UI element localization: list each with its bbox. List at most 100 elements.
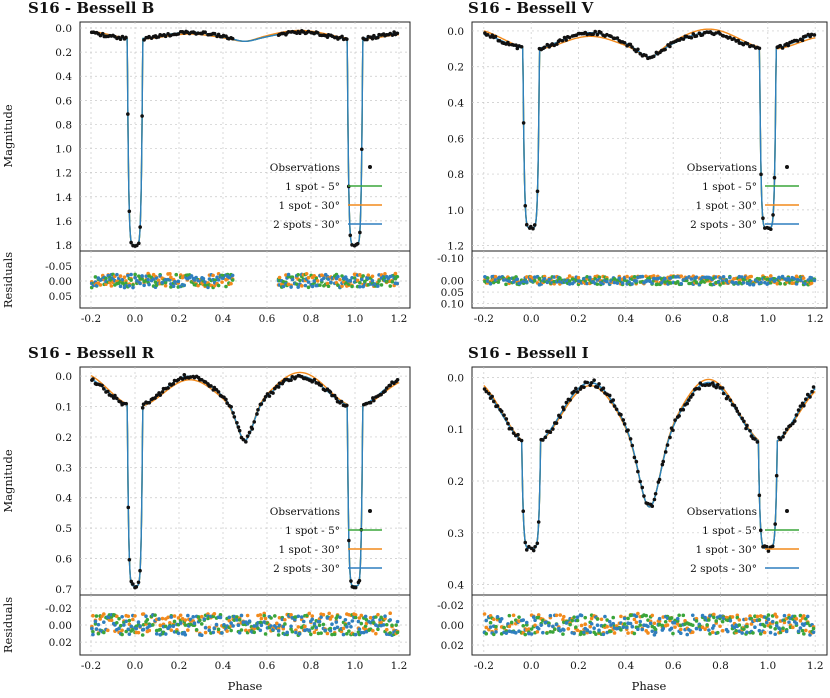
panel-title: S16 - Bessell B [28, 0, 154, 17]
residual-point [269, 616, 273, 620]
residual-point [555, 614, 559, 618]
x-tick-label: 1.0 [347, 660, 364, 672]
y-tick-label: 1.2 [55, 168, 72, 180]
observation-point [767, 549, 771, 553]
residual-point [756, 615, 760, 619]
residual-point [123, 275, 127, 279]
y-axis-label: Magnitude [1, 449, 15, 512]
residual-point [722, 275, 726, 279]
observation-point [354, 586, 358, 590]
residual-point [157, 617, 161, 621]
legend-label: 1 spot - 30° [695, 544, 757, 556]
observation-point [533, 223, 537, 227]
residual-point [539, 623, 543, 627]
residual-point [146, 278, 150, 282]
residual-point [670, 616, 674, 620]
legend-label: 1 spot - 5° [285, 525, 340, 537]
observation-point [348, 233, 352, 237]
x-tick-label: 1.2 [391, 313, 408, 325]
residual-point [745, 625, 749, 629]
observation-point [128, 558, 132, 562]
observation-point [729, 398, 733, 402]
residual-point [625, 275, 629, 279]
observation-point [661, 460, 665, 464]
observation-point [621, 418, 625, 422]
observation-point [572, 390, 576, 394]
y-tick-label: 1.8 [55, 240, 72, 252]
residual-point [129, 273, 133, 277]
observation-point [140, 114, 144, 118]
residual-point [146, 618, 150, 622]
residual-point [374, 632, 378, 636]
observation-point [349, 579, 353, 583]
residual-point [298, 279, 302, 283]
residual-point [329, 629, 333, 633]
observation-point [209, 384, 213, 388]
residual-point [225, 629, 229, 633]
observation-point [585, 381, 589, 385]
observation-point [802, 404, 806, 408]
x-tick-label: 0.6 [665, 313, 682, 325]
observation-point [744, 427, 748, 431]
residual-point [198, 618, 202, 622]
residual-point [122, 623, 126, 627]
x-tick-label: 0.2 [570, 313, 587, 325]
panel-bessell-v: S16 - Bessell V -0.2 0.0 0.2 0.4 0.6 0.8 1.0 1.… [437, 0, 827, 325]
model-curve-2spots-30 [91, 376, 399, 586]
residual-point [396, 631, 400, 635]
residual-point [681, 614, 685, 618]
residual-point [649, 622, 653, 626]
observation-point [551, 427, 555, 431]
residual-axis-label: Residuals [1, 252, 15, 308]
residual-point [99, 283, 103, 287]
observation-point [753, 437, 757, 441]
residual-point [215, 623, 219, 627]
observation-point [138, 569, 142, 573]
residual-point [138, 625, 142, 629]
residual-point [319, 631, 323, 635]
residual-point [382, 623, 386, 627]
residual-point [590, 617, 594, 621]
residual-point [813, 279, 817, 283]
observation-point [396, 378, 400, 382]
residual-point [94, 620, 98, 624]
residual-point [330, 622, 334, 626]
y-tick-label: 0.0 [447, 26, 464, 38]
residual-point [616, 281, 620, 285]
residual-point [731, 615, 735, 619]
observation-point [345, 404, 349, 408]
residual-point [184, 633, 188, 637]
observation-point [642, 494, 646, 498]
residual-point [264, 617, 268, 621]
residual-point [567, 627, 571, 631]
residual-point [791, 626, 795, 630]
observation-point [340, 400, 344, 404]
residual-point [489, 621, 493, 625]
observation-point [801, 39, 805, 43]
residual-tick-label: 0.00 [49, 276, 72, 288]
observation-point [496, 404, 500, 408]
legend-marker [368, 165, 372, 169]
residual-point [126, 614, 130, 618]
y-tick-label: 0.6 [447, 133, 464, 145]
y-tick-label: 0.4 [447, 98, 464, 110]
residual-point [259, 613, 263, 617]
residual-point [785, 630, 789, 634]
residual-tick-label: 0.10 [441, 298, 464, 310]
residual-point [605, 280, 609, 284]
residual-point [561, 632, 565, 636]
residual-point [158, 624, 162, 628]
residual-point [795, 622, 799, 626]
residual-point [338, 615, 342, 619]
residual-point [154, 280, 158, 284]
observation-point [231, 37, 235, 41]
y-tick-label: 0.2 [447, 476, 464, 488]
residual-point [767, 617, 771, 621]
model-curve-1spot-30 [91, 30, 399, 245]
residual-point [537, 627, 541, 631]
observation-point [619, 413, 623, 417]
residual-point [633, 275, 637, 279]
y-tick-label: 0.4 [447, 580, 464, 592]
residual-point [804, 629, 808, 633]
observation-point [388, 384, 392, 388]
